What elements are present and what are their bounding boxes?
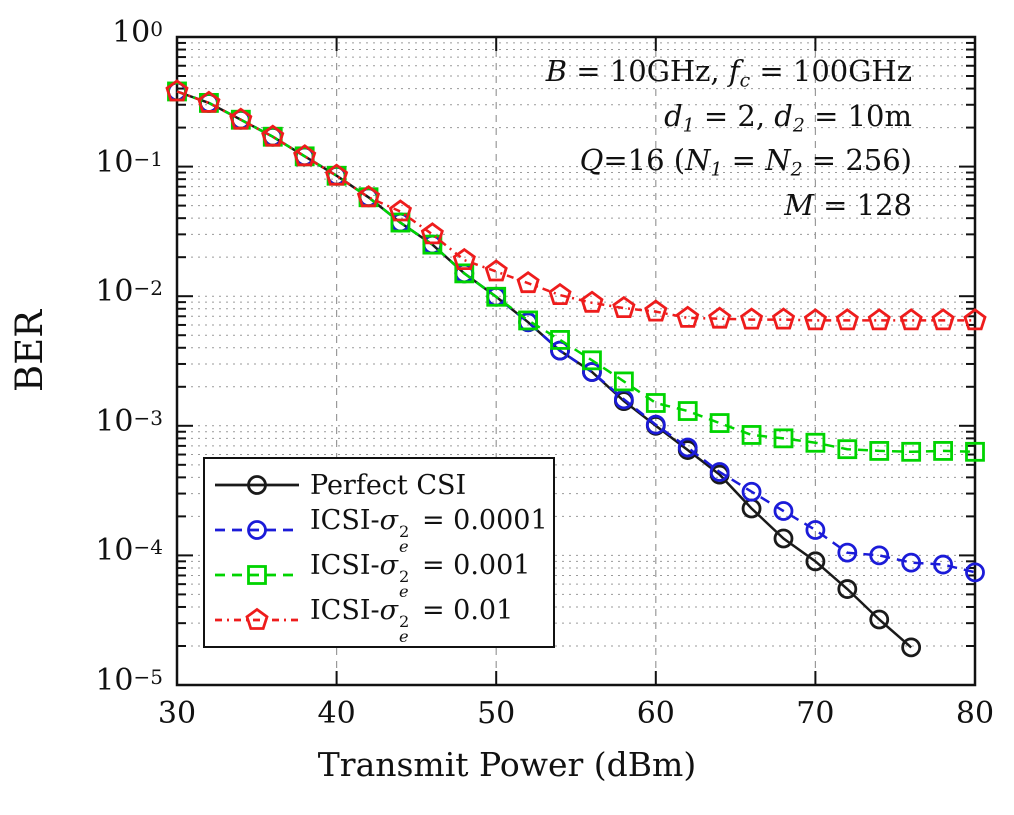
series-2-line <box>176 90 976 454</box>
legend-label: ICSI-σ 2 e = 0.001 <box>310 549 531 601</box>
legend-marker-square-icon <box>215 564 299 585</box>
legend-marker-circle-icon <box>215 475 299 496</box>
legend-item-1: ICSI-σ 2 e = 0.0001 <box>213 505 553 557</box>
legend-marker-pentagon-icon <box>215 607 299 630</box>
x-axis-title: Transmit Power (dBm) <box>317 745 697 784</box>
y-tick-label: 10−4 <box>95 533 163 569</box>
legend-label: ICSI-σ 2 e = 0.0001 <box>310 505 548 557</box>
x-tick-label: 50 <box>477 696 516 731</box>
plot-frame <box>175 35 977 687</box>
y-tick-label: 100 <box>112 15 163 50</box>
x-tick-label: 60 <box>636 696 675 731</box>
legend-label: ICSI-σ 2 e = 0.01 <box>310 594 514 646</box>
legend-item-3: ICSI-σ 2 e = 0.01 <box>213 594 553 646</box>
series-1-line <box>176 90 976 574</box>
legend-label: Perfect CSI <box>310 469 467 501</box>
legend-box: Perfect CSI ICSI-σ 2 e = 0.0001 ICSI-σ 2 e = 0… <box>203 457 555 648</box>
x-tick-label: 30 <box>157 696 197 731</box>
y-tick-label: 10−2 <box>95 274 163 310</box>
annotation-line: Q=16 (N1 = N2 = 256) <box>579 143 912 181</box>
legend-item-0: Perfect CSI <box>213 463 553 507</box>
legend-marker-circle-icon <box>215 520 299 541</box>
x-tick-label: 40 <box>317 696 356 731</box>
x-tick-label: 80 <box>955 696 995 731</box>
y-tick-label: 10−3 <box>95 403 163 439</box>
grid-lines <box>177 37 975 686</box>
y-tick-label: 10−1 <box>95 144 163 180</box>
y-tick-label: 10−5 <box>95 663 163 698</box>
series-3-markers <box>165 79 987 331</box>
legend-item-2: ICSI-σ 2 e = 0.001 <box>213 549 553 601</box>
y-axis-title: BER <box>8 309 51 392</box>
x-tick-label: 70 <box>796 696 835 731</box>
annotation-line: M = 128 <box>784 187 912 222</box>
plot-annotations: B = 10GHz, fc = 100GHz d1 = 2, d2 = 10m Q=… <box>430 54 912 222</box>
annotation-line: d1 = 2, d2 = 10m <box>664 98 912 137</box>
annotation-line: B = 10GHz, fc = 100GHz <box>545 54 912 92</box>
